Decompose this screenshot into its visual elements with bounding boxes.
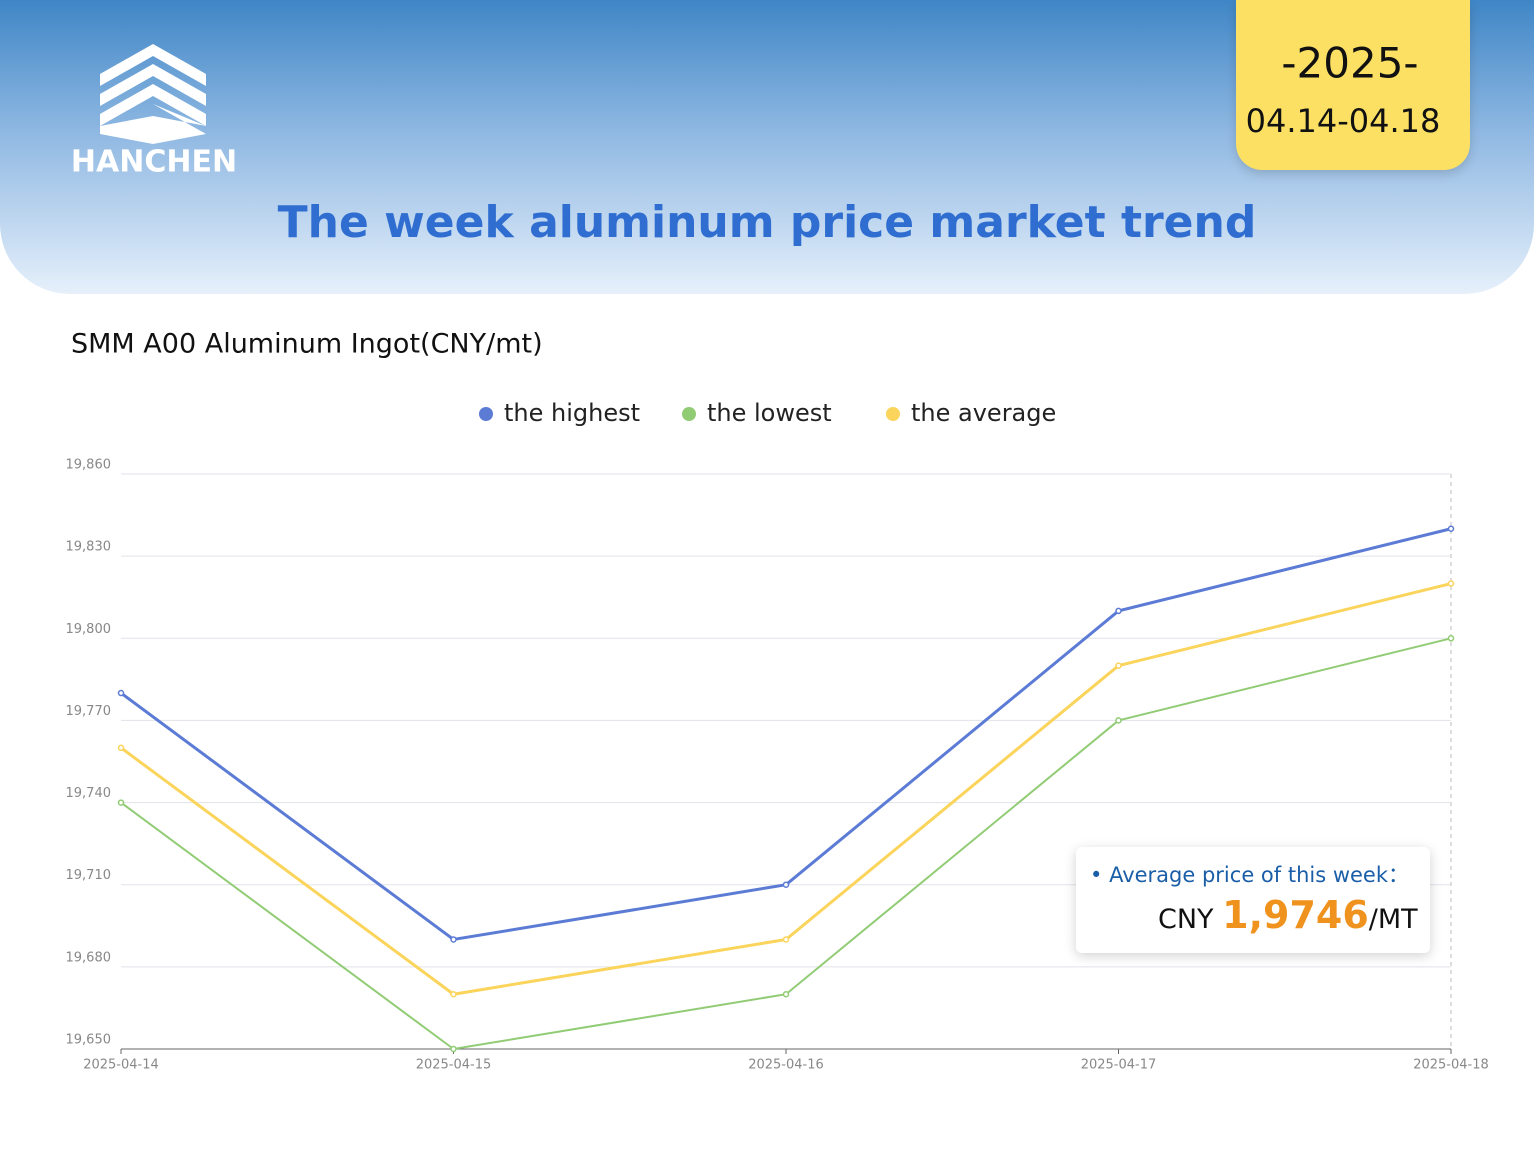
point [1447,635,1455,642]
legend-label: the lowest [707,399,832,427]
y-tick-label: 19,800 [66,622,112,637]
x-tick-label: 2025-04-17 [1081,1058,1157,1073]
average-value: 1,9746 [1222,893,1369,937]
x-tick-label: 2025-04-15 [416,1058,492,1073]
date-badge [1236,0,1470,170]
x-tick-label: 2025-04-14 [83,1058,159,1073]
y-tick-label: 19,770 [66,704,112,719]
x-tick-label: 2025-04-18 [1413,1058,1489,1073]
average-label-text: Average price of this week： [1109,863,1409,887]
point [117,744,125,752]
unit: /MT [1368,904,1418,935]
brand: HANCHEN [71,145,237,180]
point [1447,525,1455,533]
point [782,990,790,998]
series-line [120,637,1452,1051]
point [450,990,457,998]
chart-title: SMM A00 Aluminum Ingot(CNY/mt) [71,329,543,360]
point [450,936,457,943]
y-tick-label: 19,650 [66,1033,112,1048]
average-value-line: CNY 1,9746/MT [1158,893,1418,937]
badge-range: 04.14-04.18 [1246,102,1441,140]
logo [100,44,206,144]
y-tick-label: 19,740 [66,786,112,801]
point [1115,717,1122,724]
legend-dot [479,407,493,421]
point [450,1045,457,1053]
y-tick-label: 19,680 [66,950,112,965]
point [117,799,125,806]
average-box: • Average price of this week： CNY 1,9746… [1076,847,1430,953]
legend-dot [886,407,900,421]
headline: The week aluminum price market trend [278,197,1257,248]
point [782,881,790,888]
legend-label: the average [911,399,1056,427]
y-tick-label: 19,830 [66,540,112,555]
x-tick-label: 2025-04-16 [748,1058,824,1073]
currency: CNY [1158,904,1214,935]
y-tick-label: 19,860 [66,458,112,473]
legend-label: the highest [504,399,640,427]
point [117,689,125,697]
point [1447,580,1455,587]
point [1115,607,1122,615]
point [782,936,790,943]
badge-year: -2025- [1281,39,1418,88]
y-tick-label: 19,710 [66,868,112,883]
point [1115,662,1122,669]
legend-dot [682,407,696,421]
average-label: • Average price of this week： [1090,863,1409,887]
